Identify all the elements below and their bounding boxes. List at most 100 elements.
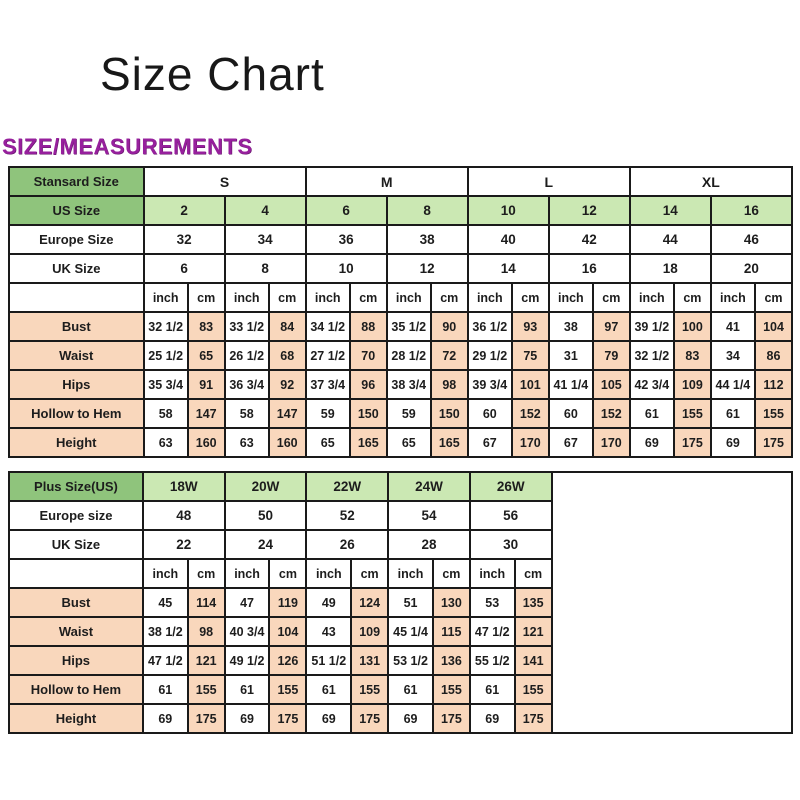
row-label: Europe Size (8, 224, 145, 256)
size-value-cell: 50 (223, 500, 308, 532)
size-value-cell: 16 (547, 253, 631, 285)
measurement-cell: 109 (672, 369, 712, 401)
measurement-cell: 83 (186, 311, 226, 343)
measurement-cell: 91 (186, 369, 226, 401)
row-label: US Size (8, 195, 145, 227)
size-value-cell: 20 (709, 253, 794, 285)
measurement-cell: 28 1/2 (385, 340, 432, 372)
measurement-cell: 67 (466, 427, 513, 459)
measurement-cell: 61 (141, 674, 189, 706)
measurement-cell: 42 3/4 (628, 369, 675, 401)
measurement-cell: 51 (387, 587, 434, 619)
table-row: Height 63 160 63 160 65 165 65 165 67 170 67 170 69 17… (8, 427, 793, 459)
measurement-cell: 115 (431, 616, 471, 648)
table-row: Waist 38 1/2 98 40 3/4 104 43 109 45 1/4 115 47 1… (8, 616, 792, 648)
table-row: inch cm inch cm inch cm inch cm inch cm (8, 558, 792, 590)
measurement-cell: 104 (754, 311, 793, 343)
measurement-cell: 131 (350, 645, 390, 677)
measurement-cell: 175 (268, 703, 308, 735)
measurement-cell: 35 1/2 (385, 311, 432, 343)
units-row-spacer (8, 282, 145, 314)
measurement-cell: 150 (348, 398, 388, 430)
unit-header-cell: inch (387, 558, 434, 590)
measurement-cell: 155 (513, 674, 553, 706)
size-value-cell: 12 (385, 253, 469, 285)
size-value-cell: 26W (468, 471, 553, 503)
measurement-cell: 61 (468, 674, 516, 706)
measurement-cell: 61 (387, 674, 434, 706)
measurement-cell: 147 (267, 398, 307, 430)
size-value-cell: 22 (141, 529, 226, 561)
measurement-cell: 69 (468, 703, 516, 735)
measurement-cell: 35 3/4 (142, 369, 189, 401)
size-value-cell: 16 (709, 195, 794, 227)
measurement-cell: 175 (350, 703, 390, 735)
measurement-cell: 43 (305, 616, 353, 648)
row-label: Hollow to Hem (8, 674, 144, 706)
measurement-cell: 155 (431, 674, 471, 706)
measurement-cell: 60 (547, 398, 594, 430)
size-value-cell: 6 (142, 253, 226, 285)
measurement-cell: 65 (186, 340, 226, 372)
measurement-cell: 41 (709, 311, 757, 343)
measurement-cell: 53 1/2 (387, 645, 434, 677)
unit-header-cell: cm (431, 558, 471, 590)
measurement-cell: 63 (142, 427, 189, 459)
measurement-cell: 69 (709, 427, 757, 459)
units-row-spacer (8, 558, 144, 590)
measurement-cell: 105 (591, 369, 631, 401)
measurement-cell: 170 (510, 427, 550, 459)
size-value-cell: 18 (628, 253, 712, 285)
measurement-cell: 36 3/4 (223, 369, 270, 401)
measurement-cell: 29 1/2 (466, 340, 513, 372)
unit-header-cell: cm (350, 558, 390, 590)
size-value-cell: 28 (387, 529, 471, 561)
size-group-header: L (466, 166, 631, 198)
unit-header-cell: inch (304, 282, 351, 314)
measurement-cell: 36 1/2 (466, 311, 513, 343)
size-group-header: XL (628, 166, 794, 198)
measurement-cell: 44 1/4 (709, 369, 757, 401)
measurement-cell: 155 (268, 674, 308, 706)
unit-header-cell: cm (513, 558, 553, 590)
table-row: inch cm inch cm inch cm inch cm inch cm inch cm inch… (8, 282, 793, 314)
size-value-cell: 18W (141, 471, 226, 503)
row-label: Height (8, 703, 144, 735)
measurement-cell: 61 (628, 398, 675, 430)
measurement-cell: 90 (429, 311, 469, 343)
measurement-cell: 51 1/2 (305, 645, 353, 677)
size-value-cell: 42 (547, 224, 631, 256)
unit-header-cell: cm (186, 558, 226, 590)
measurement-cell: 27 1/2 (304, 340, 351, 372)
measurement-cell: 61 (305, 674, 353, 706)
row-label: Plus Size(US) (8, 471, 144, 503)
table-row: Hips 35 3/4 91 36 3/4 92 37 3/4 96 38 3/4 98 39 3… (8, 369, 793, 401)
measurement-cell: 72 (429, 340, 469, 372)
unit-header-cell: inch (223, 558, 271, 590)
measurement-cell: 175 (672, 427, 712, 459)
row-label: Waist (8, 616, 144, 648)
measurement-cell: 170 (591, 427, 631, 459)
measurement-cell: 98 (186, 616, 226, 648)
unit-header-cell: cm (267, 282, 307, 314)
measurement-cell: 65 (304, 427, 351, 459)
measurement-cell: 155 (672, 398, 712, 430)
measurement-cell: 58 (142, 398, 189, 430)
table-row: US Size 2 4 6 8 10 12 14 16 (8, 195, 794, 227)
measurement-cell: 70 (348, 340, 388, 372)
unit-header-cell: cm (591, 282, 631, 314)
size-value-cell: 38 (385, 224, 469, 256)
unit-header-cell: cm (268, 558, 308, 590)
measurement-cell: 53 (468, 587, 516, 619)
size-value-cell: 12 (547, 195, 631, 227)
table-row: Europe Size 32 34 36 38 40 42 44 46 (8, 224, 794, 256)
unit-header-cell: cm (510, 282, 550, 314)
measurement-cell: 135 (513, 587, 553, 619)
size-value-cell: 10 (304, 253, 388, 285)
measurement-cell: 160 (186, 427, 226, 459)
size-value-cell: 32 (142, 224, 226, 256)
size-value-cell: 48 (141, 500, 226, 532)
measurement-cell: 69 (305, 703, 353, 735)
measurement-cell: 47 1/2 (141, 645, 189, 677)
unit-header-cell: inch (142, 282, 189, 314)
